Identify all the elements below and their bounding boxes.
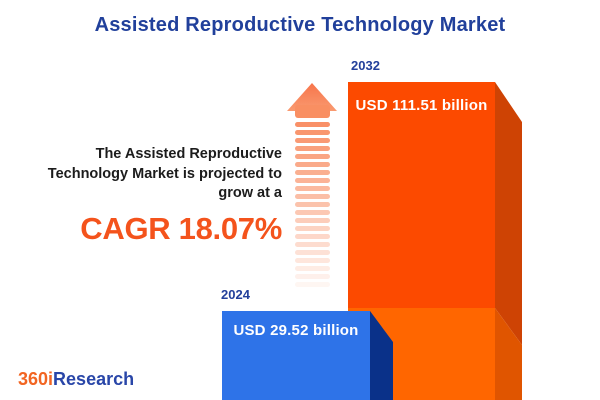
bar-2032-side — [495, 82, 522, 400]
arrow-stripes — [295, 122, 330, 287]
year-label-2024: 2024 — [221, 287, 250, 302]
value-label-2032: USD 111.51 billion — [355, 97, 488, 114]
cagr-value: CAGR 18.07% — [80, 210, 282, 246]
bar-2024-side — [370, 311, 393, 400]
bar-2032-front-top — [348, 82, 495, 308]
growth-arrow-icon — [286, 82, 342, 294]
arrow-head — [287, 83, 337, 111]
value-label-2024: USD 29.52 billion — [233, 322, 359, 339]
arrow-neck — [295, 105, 330, 118]
annotation-text: The Assisted Reproductive Technology Mar… — [47, 146, 282, 201]
logo-part-research: Research — [53, 369, 135, 389]
brand-logo: 360iResearch — [18, 369, 134, 390]
logo-part-360i: 360i — [18, 369, 54, 389]
annotation-block: The Assisted Reproductive Technology Mar… — [28, 145, 283, 247]
bar-2024-front — [222, 311, 370, 400]
year-label-2032: 2032 — [351, 58, 380, 73]
page-title: Assisted Reproductive Technology Market — [94, 14, 506, 36]
arrow-up-icon — [287, 83, 337, 287]
